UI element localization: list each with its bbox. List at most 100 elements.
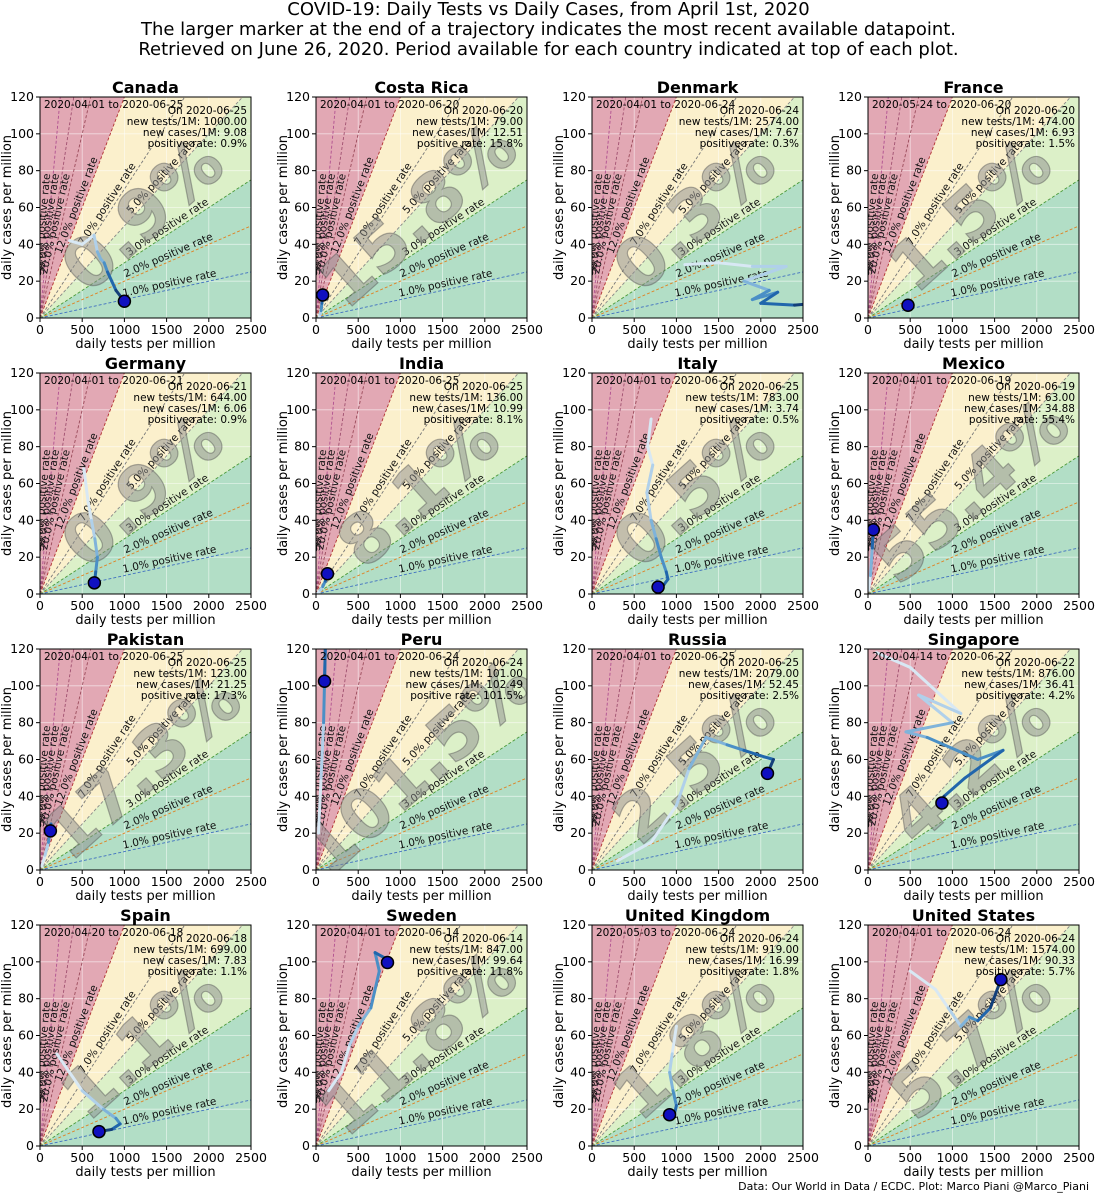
rate-line bbox=[316, 823, 527, 870]
rate-line bbox=[316, 649, 368, 870]
y-tick-label: 120 bbox=[286, 917, 310, 932]
rate-line bbox=[592, 1099, 803, 1146]
x-tick-label: 1000 bbox=[108, 322, 140, 337]
latest-tests-label: new tests/1M: 2079.00 bbox=[679, 668, 799, 680]
y-tick-label: 120 bbox=[286, 89, 310, 104]
y-tick-label: 100 bbox=[10, 126, 34, 141]
rate-line bbox=[592, 97, 677, 318]
latest-datapoint-marker bbox=[316, 288, 330, 302]
trajectory-segment bbox=[110, 1122, 122, 1131]
trajectory-segment bbox=[615, 840, 653, 863]
x-tick-label: 1500 bbox=[703, 322, 735, 337]
rate-line bbox=[40, 777, 251, 870]
x-tick-label: 500 bbox=[70, 598, 94, 613]
trajectory-segment bbox=[742, 279, 771, 292]
trajectory-segment bbox=[942, 776, 967, 798]
x-tick-label: 1000 bbox=[660, 322, 692, 337]
latest-datapoint-marker bbox=[87, 576, 102, 590]
trajectory-segment bbox=[93, 537, 99, 559]
latest-cases-label: new cases/1M: 7.67 bbox=[695, 127, 799, 139]
rate-line bbox=[40, 97, 186, 318]
period-label: 2020-05-24 to 2020-06-20 bbox=[872, 99, 1011, 111]
rate-line bbox=[592, 179, 803, 318]
y-tick-label: 120 bbox=[562, 89, 586, 104]
y-axis-label: daily cases per million bbox=[552, 687, 567, 832]
x-tick-label: 0 bbox=[588, 598, 596, 613]
latest-date-label: On 2020-06-24 bbox=[996, 933, 1076, 945]
y-tick-label: 20 bbox=[846, 549, 862, 564]
x-tick-label: 1500 bbox=[151, 1150, 183, 1165]
latest-rate-label: positive rate: 101.5% bbox=[410, 690, 523, 702]
y-tick-label: 120 bbox=[838, 89, 862, 104]
x-axis-label: daily tests per million bbox=[903, 1165, 1043, 1180]
y-axis-label: daily cases per million bbox=[0, 135, 15, 280]
trajectory-segment bbox=[94, 555, 99, 574]
y-tick-label: 0 bbox=[302, 310, 310, 325]
y-tick-label: 0 bbox=[26, 862, 34, 877]
x-tick-label: 2500 bbox=[511, 598, 543, 613]
y-tick-label: 0 bbox=[26, 586, 34, 601]
y-tick-label: 60 bbox=[570, 200, 586, 215]
y-tick-label: 0 bbox=[302, 586, 310, 601]
x-tick-label: 500 bbox=[70, 874, 94, 889]
latest-date-label: On 2020-06-25 bbox=[168, 657, 247, 669]
y-tick-label: 100 bbox=[286, 954, 310, 969]
latest-rate-label: positive rate: 8.1% bbox=[424, 414, 523, 426]
country-title: Denmark bbox=[657, 78, 739, 97]
latest-cases-label: new cases/1M: 102.49 bbox=[405, 679, 523, 691]
x-axis-label: daily tests per million bbox=[627, 613, 767, 628]
latest-cases-label: new cases/1M: 7.83 bbox=[143, 955, 247, 967]
rate-line bbox=[316, 649, 462, 870]
trajectory-segment bbox=[327, 1070, 343, 1093]
rate-line bbox=[316, 373, 401, 594]
y-tick-label: 80 bbox=[570, 991, 586, 1006]
rate-line bbox=[592, 649, 738, 870]
y-tick-label: 20 bbox=[294, 1101, 310, 1116]
y-tick-label: 80 bbox=[570, 439, 586, 454]
latest-datapoint-marker bbox=[935, 796, 949, 810]
rate-line bbox=[592, 97, 738, 318]
x-tick-label: 500 bbox=[898, 874, 922, 889]
title-line-1: COVID-19: Daily Tests vs Daily Cases, fr… bbox=[287, 0, 810, 20]
latest-cases-label: new cases/1M: 6.93 bbox=[971, 127, 1075, 139]
country-title: Russia bbox=[668, 630, 727, 649]
rate-line bbox=[868, 97, 920, 318]
x-tick-label: 1000 bbox=[660, 1150, 692, 1165]
x-tick-label: 2500 bbox=[787, 598, 819, 613]
latest-tests-label: new tests/1M: 1574.00 bbox=[955, 944, 1075, 956]
y-tick-label: 120 bbox=[838, 365, 862, 380]
latest-tests-label: new tests/1M: 79.00 bbox=[416, 116, 523, 128]
rate-line bbox=[40, 649, 125, 870]
y-tick-label: 60 bbox=[18, 752, 34, 767]
rate-line bbox=[40, 455, 251, 594]
latest-tests-label: new tests/1M: 1000.00 bbox=[127, 116, 247, 128]
period-label: 2020-04-01 to 2020-06-25 bbox=[596, 375, 735, 387]
rate-line bbox=[868, 179, 1079, 318]
latest-cases-label: new cases/1M: 34.88 bbox=[964, 403, 1075, 415]
latest-datapoint-marker bbox=[901, 298, 915, 312]
y-tick-label: 40 bbox=[18, 512, 34, 527]
rate-line bbox=[40, 373, 125, 594]
latest-tests-label: new tests/1M: 101.00 bbox=[409, 668, 523, 680]
period-label: 2020-04-01 to 2020-06-24 bbox=[596, 99, 736, 111]
latest-tests-label: new tests/1M: 2574.00 bbox=[679, 116, 799, 128]
x-tick-label: 0 bbox=[864, 322, 872, 337]
trajectory-segment bbox=[759, 754, 775, 761]
rate-line bbox=[40, 97, 125, 318]
trajectory-segment bbox=[683, 261, 721, 267]
trajectory-segment bbox=[917, 693, 963, 715]
x-tick-label: 1500 bbox=[427, 874, 459, 889]
